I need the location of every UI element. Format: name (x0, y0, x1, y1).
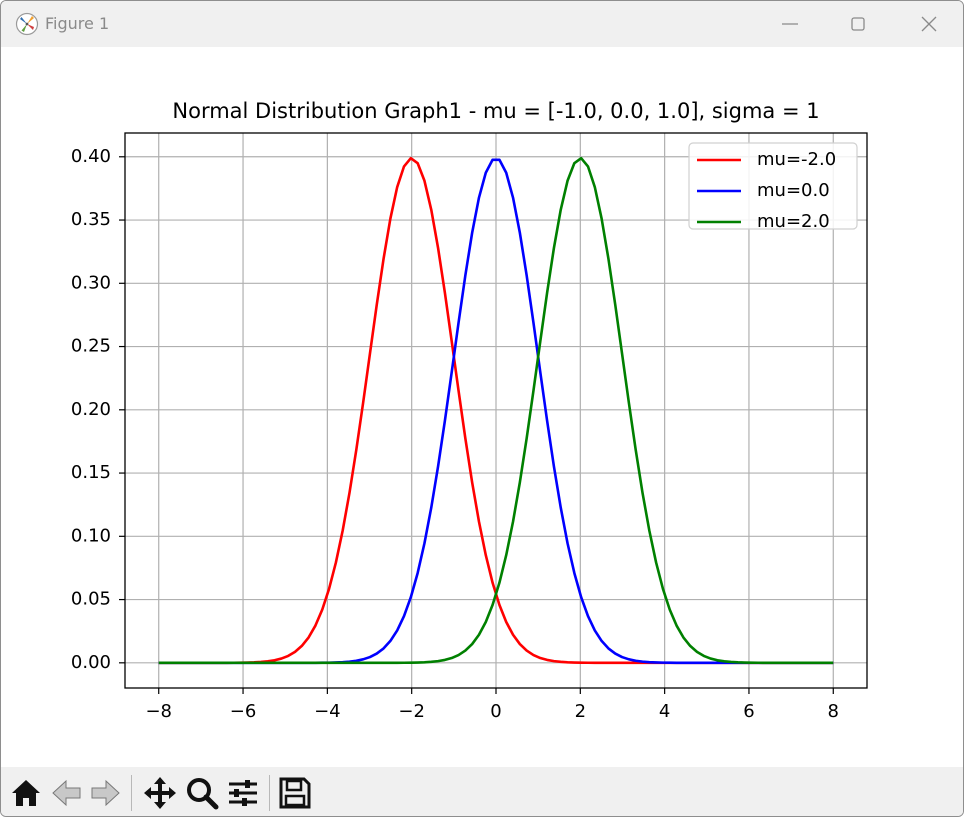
legend-label: mu=-2.0 (757, 149, 836, 170)
x-tick-label: −2 (398, 701, 425, 722)
legend-label: mu=0.0 (757, 180, 830, 201)
x-tick-label: 0 (490, 701, 501, 722)
y-tick-label: 0.10 (71, 525, 111, 546)
x-tick-label: −4 (314, 701, 341, 722)
y-tick-label: 0.35 (71, 209, 111, 230)
back-arrow-icon (52, 779, 81, 807)
y-tick-label: 0.15 (71, 462, 111, 483)
window-title: Figure 1 (45, 14, 110, 33)
x-tick-label: 2 (575, 701, 586, 722)
minimize-icon (782, 23, 798, 25)
toolbar-separator (269, 775, 270, 811)
figure-canvas[interactable]: −8 −6 −4 −2 0 2 4 6 8 0.00 0.05 0.10 0.15 0.20 0.25 0.3… (1, 47, 964, 767)
x-tick-label: 6 (743, 701, 754, 722)
chart-title: Normal Distribution Graph1 - mu = [-1.0,… (172, 99, 819, 123)
y-tick-label: 0.05 (71, 589, 111, 610)
y-tick-label: 0.20 (71, 399, 111, 420)
x-tick-label: −6 (230, 701, 257, 722)
y-tick-label: 0.00 (71, 652, 111, 673)
pan-button[interactable] (142, 775, 178, 811)
y-tick-label: 0.40 (71, 146, 111, 167)
home-button[interactable] (8, 775, 44, 811)
navigation-toolbar (1, 767, 963, 816)
home-icon (12, 780, 40, 806)
zoom-button[interactable] (184, 775, 220, 811)
save-icon (279, 777, 311, 809)
matplotlib-logo-icon (15, 12, 39, 36)
pan-icon (144, 777, 176, 809)
series-line[interactable] (158, 156, 834, 665)
forward-button[interactable] (87, 775, 123, 811)
toolbar-separator (131, 775, 132, 811)
close-icon (921, 16, 937, 32)
back-button[interactable] (49, 775, 85, 811)
zoom-icon (187, 778, 219, 810)
legend-box (688, 142, 858, 230)
minimize-button[interactable] (775, 9, 805, 39)
x-tick-label: 4 (659, 701, 670, 722)
configure-subplots-button[interactable] (225, 775, 261, 811)
y-tick-label: 0.30 (71, 272, 111, 293)
forward-arrow-icon (91, 779, 120, 807)
maximize-button[interactable] (843, 9, 873, 39)
x-tick-label: 8 (828, 701, 839, 722)
legend-label: mu=2.0 (757, 211, 830, 232)
close-button[interactable] (914, 9, 944, 39)
maximize-icon (851, 17, 865, 31)
title-bar[interactable]: Figure 1 (1, 1, 963, 47)
save-button[interactable] (277, 775, 313, 811)
x-tick-label: −8 (145, 701, 172, 722)
configure-subplots-icon (229, 780, 257, 806)
y-tick-label: 0.25 (71, 336, 111, 357)
chart[interactable]: −8 −6 −4 −2 0 2 4 6 8 0.00 0.05 0.10 0.15 0.20 0.25 0.3… (1, 47, 964, 767)
